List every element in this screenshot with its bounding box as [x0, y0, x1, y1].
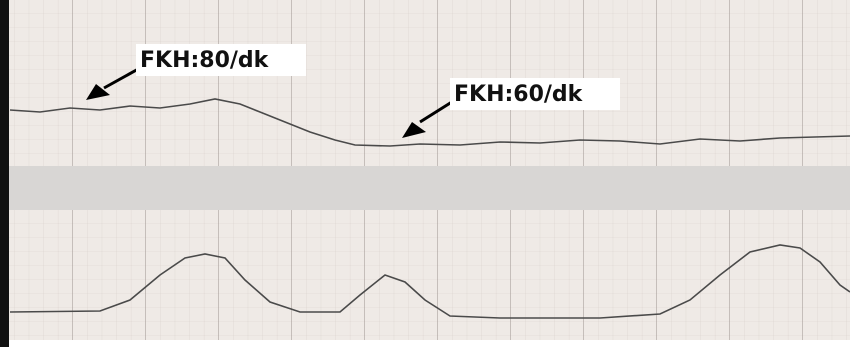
ctg-photo: FKH:80/dk FKH:60/dk: [0, 0, 850, 347]
lower-panel: [8, 210, 850, 340]
major-grid: [8, 210, 850, 340]
page: FKH:80/dk FKH:60/dk (() => { const data …: [0, 0, 850, 347]
major-grid: [8, 0, 850, 166]
annotation: FKH:80/dk: [140, 48, 270, 73]
left-edge: [0, 0, 9, 347]
paper-gap: [8, 166, 850, 210]
annotation: FKH:60/dk: [454, 82, 584, 107]
upper-panel: [8, 0, 850, 166]
